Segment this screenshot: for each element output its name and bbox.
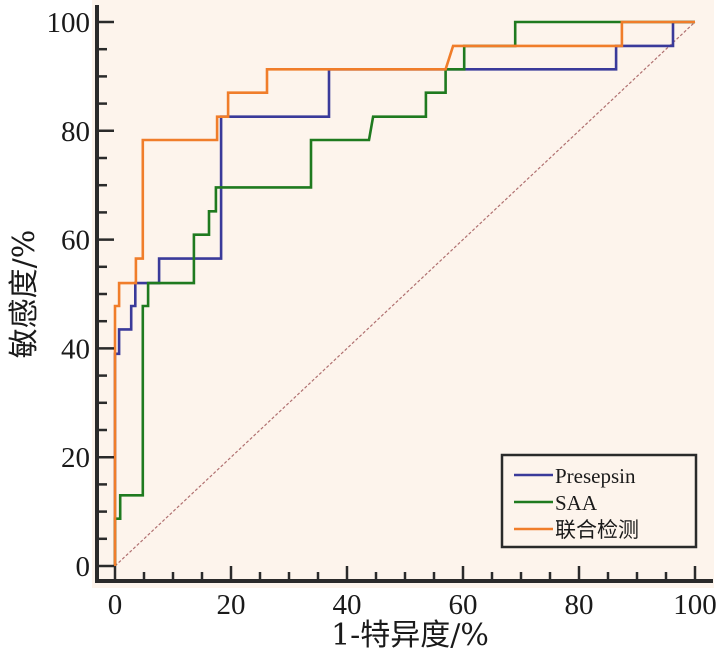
y-tick-label: 80 <box>61 116 90 148</box>
y-tick-label: 60 <box>61 225 90 257</box>
y-axis-title: 敏感度/% <box>7 230 42 359</box>
y-tick-label: 20 <box>61 442 90 474</box>
x-axis-title: 1-特异度/% <box>331 618 489 653</box>
y-tick-label: 100 <box>47 7 91 39</box>
y-tick-label: 40 <box>61 333 90 365</box>
reference-line-group <box>114 21 696 567</box>
x-tick-label: 100 <box>673 589 717 621</box>
x-tick-label: 20 <box>217 589 246 621</box>
x-tick-label: 0 <box>108 589 123 621</box>
series-line-saa <box>113 20 695 566</box>
reference-diagonal-line <box>114 21 696 567</box>
y-tick-label: 0 <box>76 551 91 583</box>
legend-label-saa: SAA <box>555 491 598 515</box>
x-ticks: 0 20 40 60 80 100 <box>108 566 717 621</box>
series-group <box>113 20 695 566</box>
legend: Presepsin SAA 联合检测 <box>500 453 698 549</box>
x-tick-label: 40 <box>333 589 362 621</box>
legend-label-presepsin: Presepsin <box>555 464 636 488</box>
y-ticks: 0 20 40 60 80 100 <box>47 7 114 583</box>
x-tick-label: 80 <box>565 589 594 621</box>
x-tick-label: 60 <box>449 589 478 621</box>
series-line-combined <box>113 20 695 566</box>
legend-label-combined: 联合检测 <box>555 518 639 542</box>
